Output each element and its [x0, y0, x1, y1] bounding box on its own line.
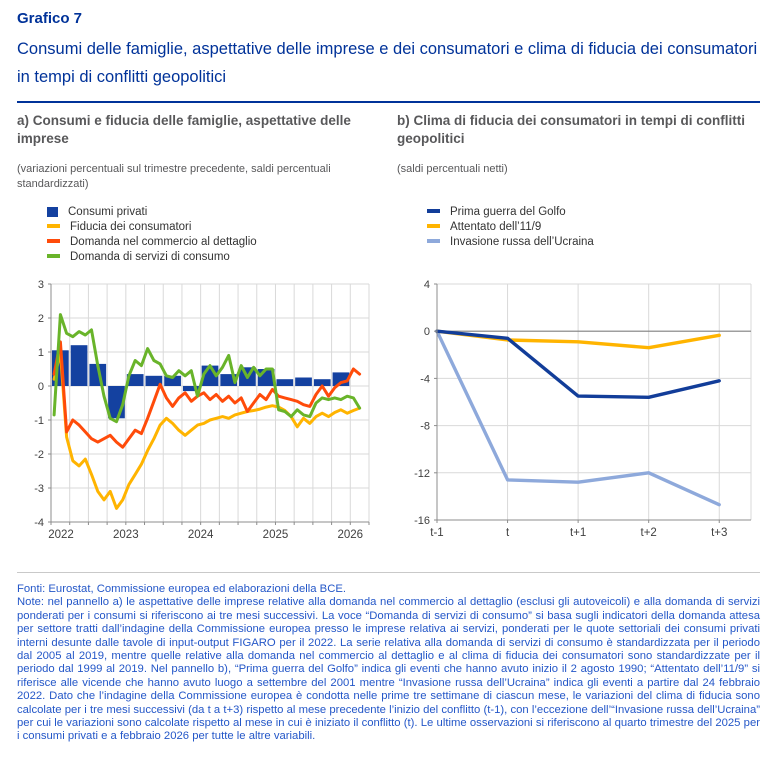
sources-line: Fonti: Eurostat, Commissione europea ed … — [17, 583, 347, 595]
axis-tick-label: 2026 — [337, 529, 363, 541]
legend-line-swatch — [47, 239, 60, 243]
bar-consumi-privati — [295, 377, 312, 386]
axis-tick-label: 0 — [38, 381, 44, 393]
geopolitical-confidence-chart: 4 0 -4 -8 -12 -16t-1 t t+1 t+2 t+3 — [414, 279, 752, 539]
axis-tick-label: -3 — [34, 483, 44, 495]
legend-label: Prima guerra del Golfo — [450, 205, 566, 218]
bar-consumi-privati — [145, 375, 163, 386]
legend-label: Invasione russa dell’Ucraina — [450, 235, 594, 248]
legend-label: Consumi privati — [68, 205, 148, 218]
axis-tick-label: 3 — [38, 279, 44, 291]
bar-consumi-privati — [164, 375, 181, 386]
legend-line-swatch — [47, 224, 60, 228]
legend-item: Domanda di servizi di consumo — [47, 249, 375, 264]
bar-consumi-privati — [313, 379, 331, 386]
consumption-confidence-chart: 3 2 1 0 -1 -2 -3 -4 2022 2023 2024 2025 2026 — [34, 279, 370, 541]
grafico-page: Grafico 7 Consumi delle famiglie, aspett… — [17, 10, 760, 743]
axis-tick-label: -16 — [414, 515, 430, 527]
bar-consumi-privati — [182, 386, 200, 392]
axis-tick-label: -4 — [420, 373, 430, 385]
bar-consumi-privati — [220, 374, 238, 386]
chart-number: Grafico 7 — [17, 10, 83, 27]
legend-label: Fiducia dei consumatori — [70, 220, 192, 233]
legend-item: Domanda nel commercio al dettaglio — [47, 234, 375, 249]
legend-line-swatch — [427, 224, 440, 228]
bar-consumi-privati — [276, 379, 294, 386]
legend-item: Prima guerra del Golfo — [427, 204, 765, 219]
axis-tick-label: t+2 — [641, 527, 657, 539]
legend-label: Attentato dell’11/9 — [450, 220, 542, 233]
panel-a-heading: a) Consumi e fiducia delle famiglie, asp… — [17, 113, 351, 146]
bar-consumi-privati — [126, 374, 144, 386]
legend-label: Domanda di servizi di consumo — [70, 250, 230, 263]
axis-tick-label: t+1 — [570, 527, 586, 539]
axis-tick-label: 2023 — [113, 529, 139, 541]
bar-consumi-privati — [70, 345, 88, 386]
axis-tick-label: t+3 — [711, 527, 727, 539]
notes-text: Note: nel pannello a) le aspettative del… — [17, 596, 760, 743]
panel-a-chart: 3 2 1 0 -1 -2 -3 -4 2022 2023 2024 2025 2026 — [17, 274, 375, 558]
panel-a: a) Consumi e fiducia delle famiglie, asp… — [17, 112, 375, 558]
legend-label: Domanda nel commercio al dettaglio — [70, 235, 257, 248]
legend-item: Fiducia dei consumatori — [47, 219, 375, 234]
line-series — [435, 329, 721, 507]
legend-item: Attentato dell’11/9 — [427, 219, 765, 234]
panel-b-legend: Prima guerra del Golfo Attentato dell’11/… — [427, 204, 765, 266]
legend-item: Consumi privati — [47, 204, 375, 219]
axis-tick-label: t — [506, 527, 510, 539]
axis-tick-label: 0 — [424, 326, 430, 338]
axis-tick-label: 4 — [424, 279, 430, 291]
axis-tick-label: 2025 — [263, 529, 289, 541]
footer-divider — [17, 572, 760, 573]
panel-b-chart: 4 0 -4 -8 -12 -16 t-1 t t+1 t+2 t+3 — [397, 274, 765, 558]
axis-tick-label: 2024 — [188, 529, 214, 541]
legend-line-swatch — [47, 254, 60, 258]
panel-a-units: (variazioni percentuali sul trimestre pr… — [17, 163, 331, 190]
page-title: Consumi delle famiglie, aspettative dell… — [17, 40, 758, 86]
axis-tick-label: -8 — [420, 421, 430, 433]
axis-tick-label: -12 — [414, 468, 430, 480]
axis-tick-label: 2022 — [48, 529, 74, 541]
panels-container: a) Consumi e fiducia delle famiglie, asp… — [17, 112, 760, 558]
legend-bar-swatch — [47, 206, 58, 217]
axis-tick-label: 1 — [38, 347, 44, 359]
line-series — [52, 340, 362, 449]
legend-item: Invasione russa dell’Ucraina — [427, 234, 765, 249]
line-series — [52, 350, 362, 510]
axis-tick-label: -4 — [34, 517, 44, 529]
panel-b-heading: b) Clima di fiducia dei consumatori in t… — [397, 113, 746, 146]
line-series — [52, 313, 362, 424]
axis-tick-label: -1 — [34, 415, 44, 427]
panel-b: b) Clima di fiducia dei consumatori in t… — [397, 112, 765, 558]
line-series — [435, 329, 721, 400]
title-divider — [17, 101, 760, 103]
legend-line-swatch — [427, 209, 440, 213]
panel-a-legend: Consumi privati Fiducia dei consumatori Do… — [47, 204, 375, 266]
axis-tick-label: t-1 — [430, 527, 443, 539]
panel-b-units: (saldi percentuali netti) — [397, 163, 508, 175]
axis-tick-label: -2 — [34, 449, 44, 461]
axis-tick-label: 2 — [38, 313, 44, 325]
legend-line-swatch — [427, 239, 440, 243]
